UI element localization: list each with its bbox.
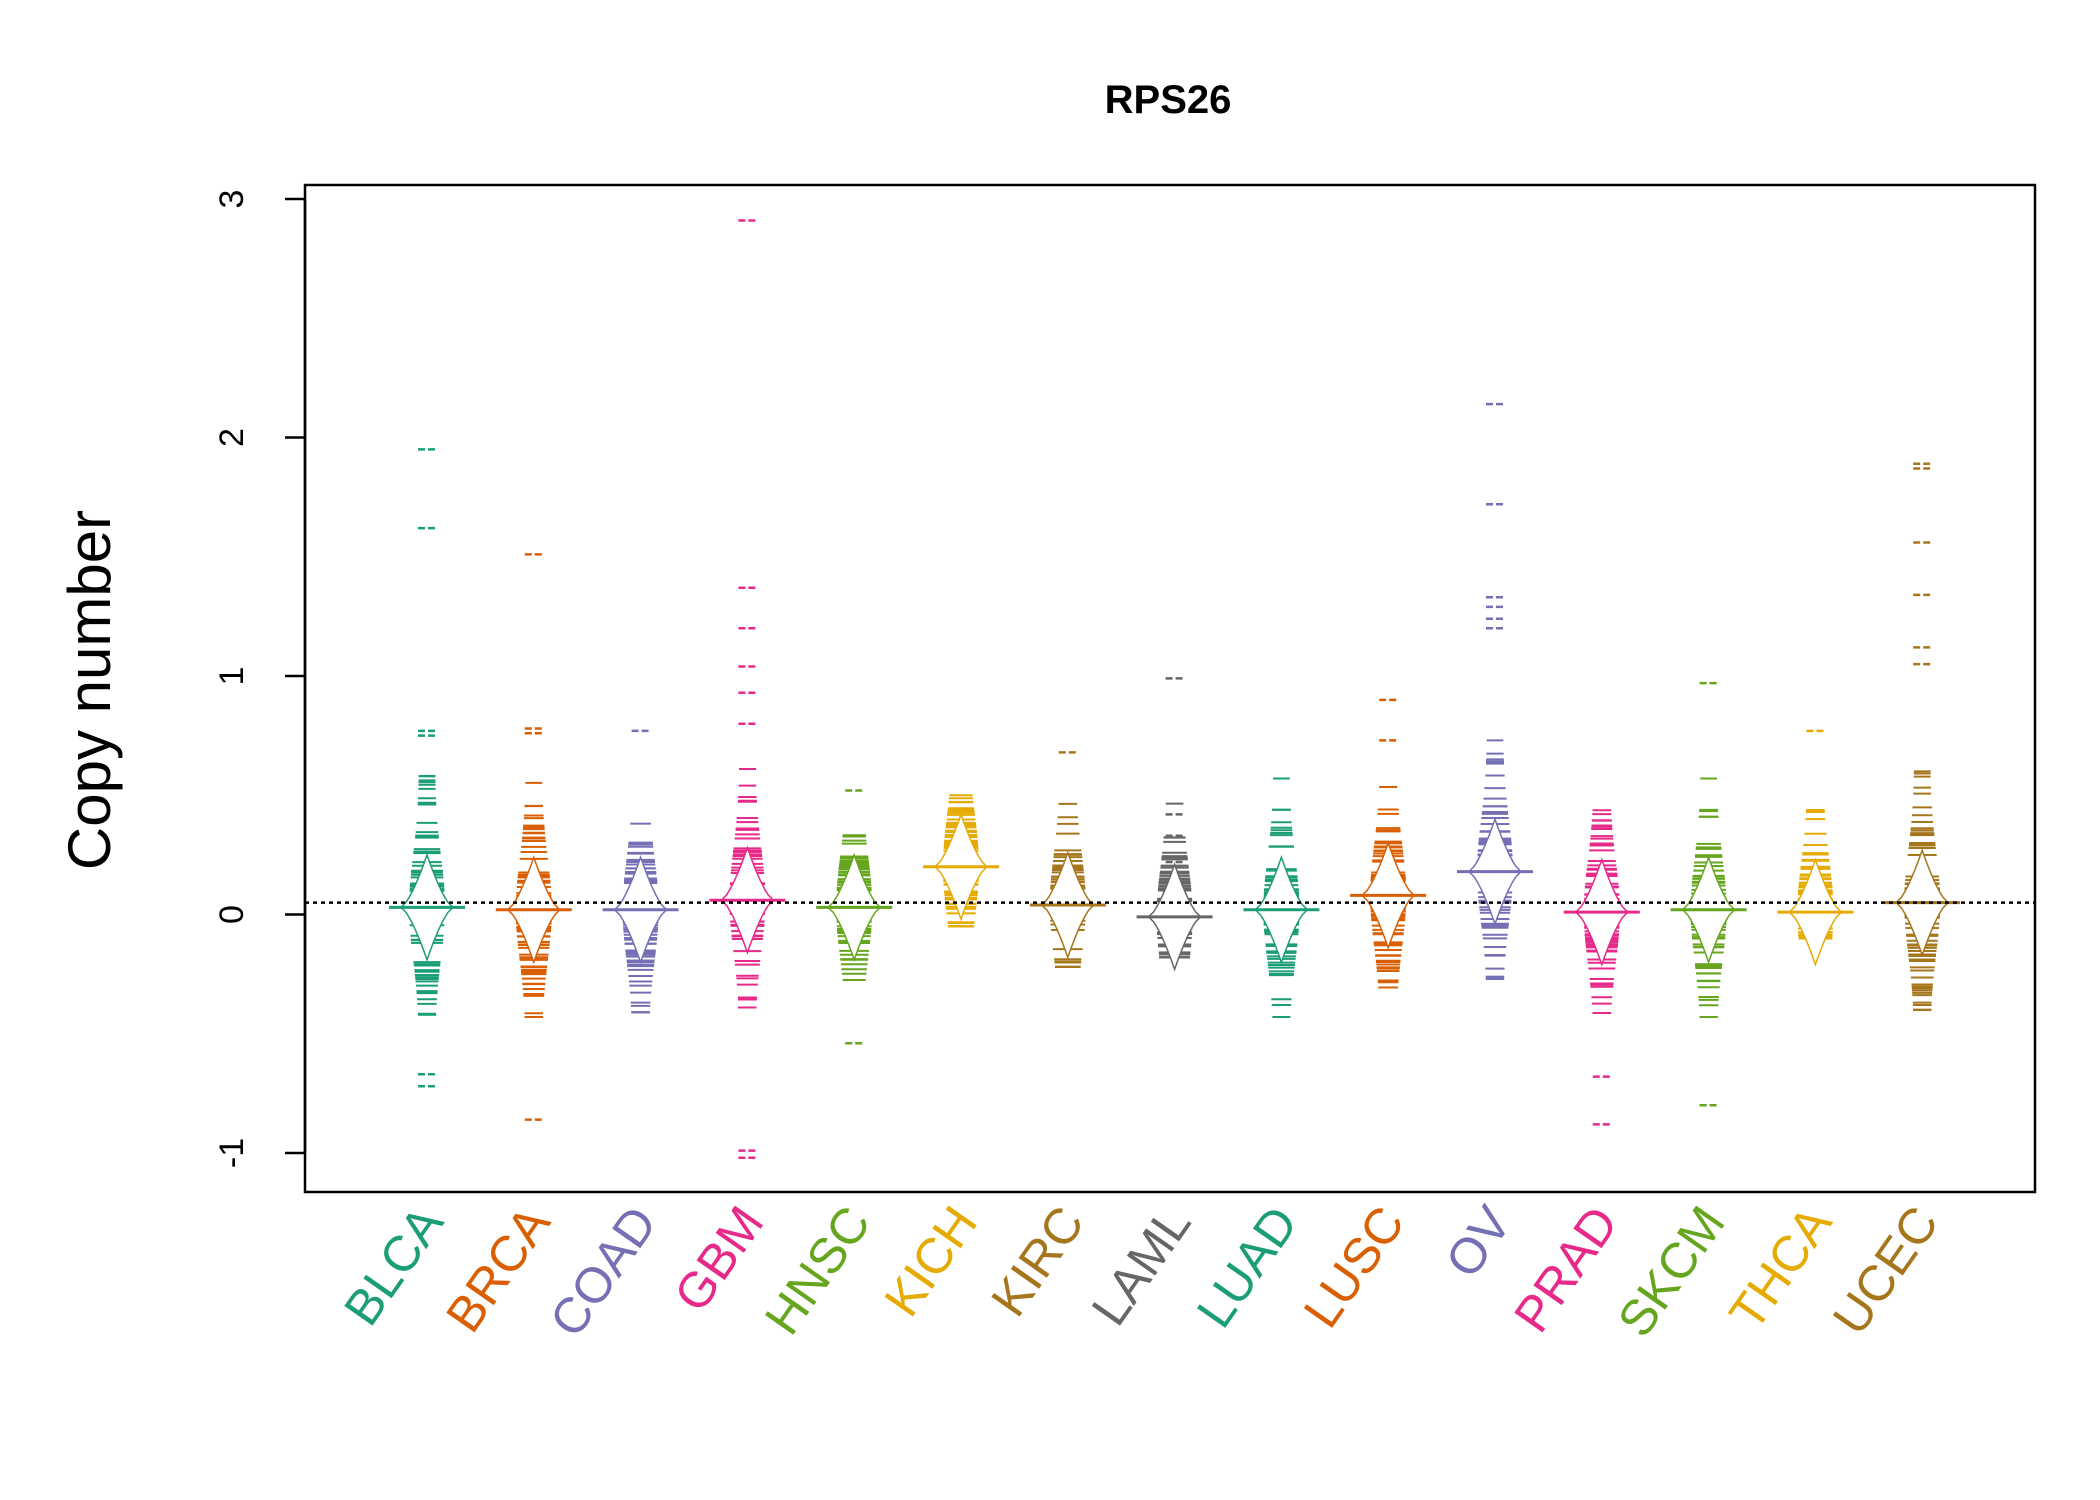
- y-tick-label: -1: [213, 1138, 251, 1168]
- bean-lusc: [1350, 698, 1427, 989]
- x-tick-label: COAD: [539, 1196, 668, 1346]
- y-axis: -1 0 1 2 3: [213, 190, 307, 1168]
- x-tick-label: BLCA: [333, 1196, 454, 1336]
- bean-laml: [1136, 677, 1213, 972]
- bean-thca: [1777, 729, 1854, 967]
- x-tick-label: LUAD: [1186, 1196, 1308, 1337]
- bean-kirc: [1029, 751, 1106, 968]
- x-tick-label: OV: [1435, 1196, 1523, 1288]
- bean-prad: [1563, 809, 1640, 1126]
- x-tick-label: KIRC: [980, 1196, 1094, 1326]
- x-tick-label: HNSC: [754, 1196, 881, 1344]
- bean-kich: [923, 794, 999, 928]
- bean-luad: [1243, 777, 1320, 1019]
- x-tick-label: PRAD: [1503, 1196, 1629, 1342]
- x-tick-label: GBM: [663, 1196, 774, 1321]
- bean-blca: [389, 448, 465, 1088]
- bean-hnsc: [816, 789, 893, 1045]
- x-tick-label: LAML: [1081, 1196, 1202, 1335]
- bean-ucec: [1884, 462, 1961, 1011]
- y-tick-label: 3: [213, 190, 251, 209]
- bean-gbm: [709, 219, 786, 1160]
- y-tick-label: 0: [213, 905, 251, 924]
- y-tick-label: 1: [213, 667, 251, 686]
- x-tick-label: KICH: [874, 1196, 988, 1326]
- bean-skcm: [1670, 681, 1747, 1107]
- bean-coad: [602, 729, 679, 1014]
- x-tick-label: UCEC: [1822, 1196, 1949, 1344]
- y-tick-label: 2: [213, 428, 251, 447]
- beans-layer: [389, 219, 1961, 1160]
- bean-brca: [495, 553, 572, 1121]
- bean-ov: [1457, 402, 1533, 980]
- y-axis-label: Copy number: [56, 510, 123, 870]
- x-tick-label: SKCM: [1607, 1196, 1736, 1346]
- chart-title: RPS26: [1105, 78, 1232, 122]
- plot-frame: [303, 183, 2037, 1194]
- x-tick-label: BRCA: [435, 1196, 561, 1342]
- x-tick-label: LUSC: [1293, 1196, 1415, 1337]
- x-tick-label: THCA: [1718, 1196, 1842, 1340]
